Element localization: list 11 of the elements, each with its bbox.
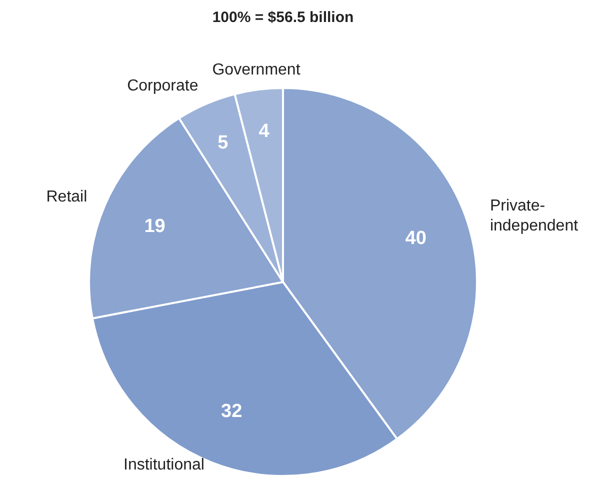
chart-title: 100% = $56.5 billion [212, 9, 354, 26]
slice-label: Institutional [124, 456, 204, 474]
slice-label: Government [212, 62, 301, 79]
data-label: 19 [144, 216, 166, 237]
slice-label: Retail [46, 188, 88, 206]
data-label: 5 [218, 132, 229, 154]
slice-label: Private-independent [490, 197, 579, 234]
data-label: 32 [221, 401, 242, 422]
slice-label: Corporate [127, 78, 198, 95]
data-label: 40 [405, 228, 426, 250]
data-label: 4 [258, 121, 270, 142]
